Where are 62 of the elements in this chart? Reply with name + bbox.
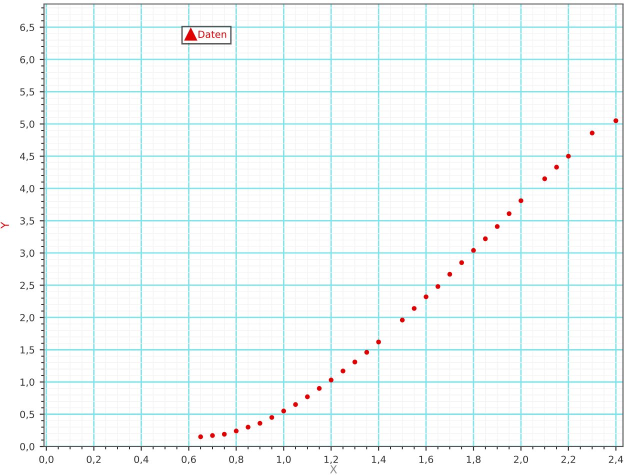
point — [210, 433, 215, 438]
point — [412, 306, 417, 311]
point — [316, 386, 322, 391]
y-tick-label: 4,0 — [20, 184, 34, 194]
y-tick-label: 2,0 — [20, 314, 34, 322]
point — [293, 402, 298, 407]
point — [590, 130, 595, 136]
x-tick-label: 2,4 — [608, 456, 624, 464]
y-tick-label: 5,0 — [20, 120, 34, 129]
point — [328, 378, 334, 382]
point — [613, 118, 618, 124]
x-tick-label: 1,0 — [277, 456, 291, 464]
point — [471, 248, 476, 253]
x-tick-label: 2,2 — [561, 456, 576, 464]
point — [258, 420, 262, 426]
point — [234, 428, 239, 434]
y-tick-label: 1,5 — [20, 346, 34, 355]
point — [542, 176, 548, 182]
point — [459, 260, 464, 266]
point — [494, 224, 500, 229]
legend-label: Daten — [198, 30, 226, 38]
point — [424, 294, 428, 300]
x-tick-label: 1,2 — [324, 456, 338, 464]
point — [222, 432, 227, 437]
point — [364, 350, 370, 355]
point — [518, 198, 524, 204]
point — [436, 284, 440, 289]
y-axis-title: Y — [0, 222, 9, 229]
y-tick-label: 0,5 — [20, 410, 34, 420]
point — [554, 164, 559, 170]
point — [198, 434, 204, 440]
point — [246, 424, 250, 430]
y-tick-label: 5,5 — [20, 88, 34, 97]
y-tick-label: 3,5 — [20, 217, 34, 226]
point — [269, 415, 274, 420]
y-tick-label: 6,0 — [20, 56, 34, 64]
y-tick-label: 0,0 — [20, 442, 34, 452]
point — [352, 360, 358, 364]
y-tick-label: 4,5 — [20, 152, 34, 162]
point — [447, 272, 452, 277]
x-tick-label: 1,8 — [466, 456, 481, 464]
point — [340, 368, 346, 374]
x-tick-label: 0,2 — [86, 456, 101, 464]
x-tick-label: 1,6 — [419, 456, 434, 464]
point — [506, 211, 512, 216]
x-tick-label: 1,4 — [372, 456, 386, 464]
x-tick-label: 0,8 — [229, 456, 244, 464]
point — [566, 154, 571, 159]
y-tick-label: 2,5 — [20, 282, 34, 290]
y-tick-label: 3,0 — [20, 249, 34, 258]
point — [376, 340, 381, 344]
y-tick-label: 6,5 — [20, 24, 34, 32]
x-tick-label: 0,4 — [134, 456, 148, 464]
x-tick-label: 0,0 — [39, 456, 54, 464]
point — [482, 236, 488, 242]
y-tick-label: 1,0 — [20, 378, 34, 387]
x-tick-label: 0,6 — [182, 456, 196, 464]
x-tick-label: 2,0 — [514, 456, 528, 464]
point — [281, 408, 286, 414]
x-axis-title: X — [330, 465, 337, 474]
point — [400, 318, 405, 322]
point — [305, 394, 310, 400]
